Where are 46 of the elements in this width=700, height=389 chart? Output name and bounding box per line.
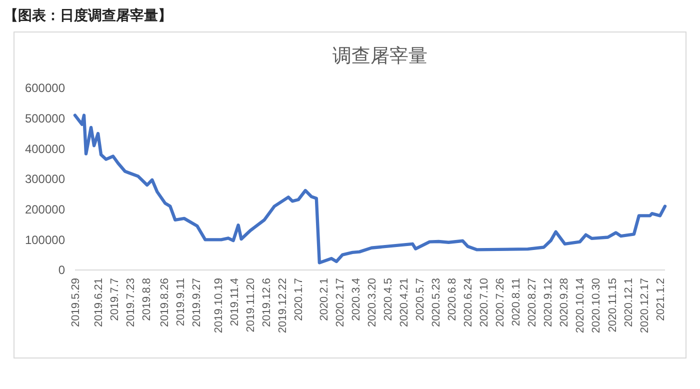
- x-tick-label: 2020.2.17: [334, 278, 346, 327]
- x-tick-label: 2019.8.26: [159, 278, 171, 327]
- y-tick-label: 100000: [24, 232, 66, 247]
- x-tick-label: 2020.7.10: [478, 278, 491, 327]
- chart-title: 调查屠宰量: [332, 45, 428, 67]
- x-tick-label: 2020.4.5: [382, 278, 394, 321]
- x-tick-label: 2019.9.11: [175, 278, 188, 326]
- x-tick-label: 2019.10.19: [213, 278, 226, 334]
- x-tick-label: 2019.8.8: [140, 278, 153, 321]
- x-tick-label: 2020.2.1: [318, 278, 330, 321]
- x-tick-label: 2019.6.21: [92, 278, 105, 327]
- x-tick-label: 2020.1.7: [293, 278, 306, 321]
- y-tick-label: 0: [58, 263, 66, 278]
- x-tick-label: 2020.9.12: [542, 278, 555, 327]
- x-tick-label: 2020.5.7: [414, 278, 426, 321]
- y-tick-label: 300000: [24, 172, 66, 186]
- x-tick-label: 2020.3.20: [366, 278, 378, 327]
- x-tick-label: 2019.5.29: [70, 278, 82, 327]
- x-tick-label: 2020.8.27: [526, 278, 539, 327]
- x-tick-label: 2020.7.26: [494, 278, 507, 327]
- text: 【图表：日度调查屠宰量】: [4, 7, 172, 23]
- y-tick-label: 400000: [24, 142, 66, 156]
- x-tick-label: 2020.6.8: [446, 278, 458, 321]
- x-tick-label: 2019.7.23: [124, 278, 137, 327]
- x-tick-label: 2019.11.4: [229, 278, 242, 326]
- x-tick-label: 2020.4.21: [398, 278, 410, 327]
- x-tick-label: 2020.10.30: [590, 278, 603, 334]
- x-tick-label: 2020.12.17: [638, 278, 651, 334]
- y-tick-label: 200000: [24, 202, 66, 217]
- y-tick-label: 600000: [24, 81, 66, 96]
- x-tick-label: 2019.11.20: [245, 278, 258, 332]
- x-tick-label: 2020.9.28: [558, 278, 571, 327]
- x-tick-label: 2020.10.14: [574, 278, 587, 334]
- x-tick-label: 2019.7.7: [108, 278, 121, 321]
- x-tick-label: 2020.8.11: [510, 278, 523, 326]
- y-tick-label: 500000: [24, 112, 66, 126]
- x-tick-label: 2020.6.24: [462, 278, 475, 327]
- x-tick-label: 2020.11.15: [606, 278, 619, 332]
- x-tick-label: 2019.12.6: [261, 278, 274, 327]
- x-tick-label: 2020.3.4: [350, 278, 362, 321]
- x-tick-label: 2020.12.1: [622, 278, 635, 327]
- x-tick-label: 2020.5.23: [430, 278, 442, 327]
- x-tick-label: 2019.9.27: [191, 278, 204, 327]
- x-tick-label: 2019.12.22: [277, 278, 290, 334]
- x-tick-label: 2021.1.2: [654, 278, 667, 321]
- line-series: [73, 114, 667, 264]
